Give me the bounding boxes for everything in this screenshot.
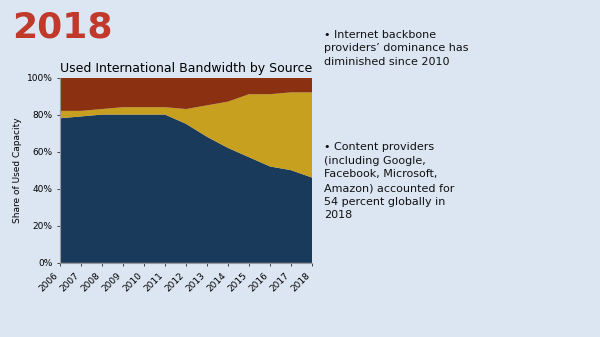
Text: • Content providers
(including Google,
Facebook, Microsoft,
Amazon) accounted fo: • Content providers (including Google, F…	[324, 142, 454, 220]
Y-axis label: Share of Used Capacity: Share of Used Capacity	[13, 117, 22, 223]
Text: 2018: 2018	[12, 10, 113, 44]
Title: Used International Bandwidth by Source: Used International Bandwidth by Source	[60, 62, 312, 75]
Text: • Internet backbone
providers’ dominance has
diminished since 2010: • Internet backbone providers’ dominance…	[324, 30, 469, 67]
